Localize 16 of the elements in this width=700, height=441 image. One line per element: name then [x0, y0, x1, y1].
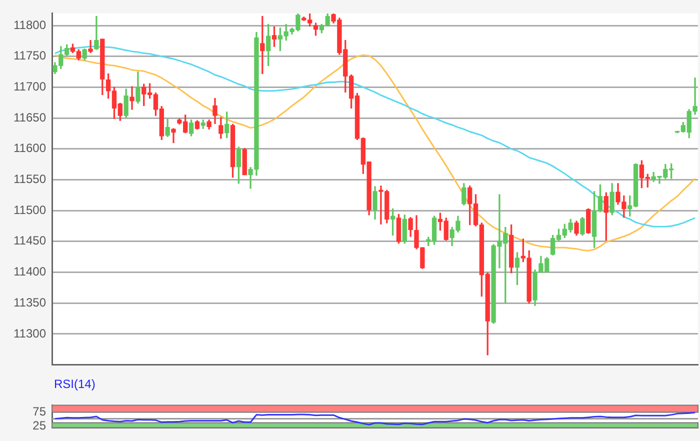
y-tick-label: 11400	[14, 264, 46, 279]
y-tick-label: 11550	[14, 172, 46, 186]
y-tick-label: 11600	[14, 141, 46, 156]
y-tick-label: 11800	[14, 18, 46, 32]
y-tick-label: 11700	[14, 80, 46, 94]
candlestick	[130, 86, 134, 110]
y-tick-label: 11350	[14, 295, 46, 310]
y-tick-label: 75	[32, 404, 46, 419]
y-tick-label: 11650	[14, 110, 46, 124]
y-tick-label: 11450	[14, 234, 46, 248]
chart-title: RSI(14)	[54, 377, 96, 391]
y-tick-label: 11500	[14, 202, 46, 217]
candlestick	[171, 128, 176, 144]
y-tick-label: 25	[32, 418, 46, 433]
y-tick-label: 11750	[14, 48, 46, 63]
y-tick-label: 11300	[14, 326, 46, 340]
